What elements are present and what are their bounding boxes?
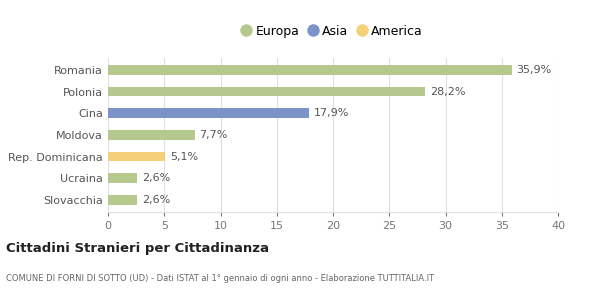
Bar: [108, 173, 137, 183]
Bar: [108, 108, 310, 118]
Text: 7,7%: 7,7%: [199, 130, 227, 140]
Text: COMUNE DI FORNI DI SOTTO (UD) - Dati ISTAT al 1° gennaio di ogni anno - Elaboraz: COMUNE DI FORNI DI SOTTO (UD) - Dati IST…: [6, 274, 434, 283]
Text: 17,9%: 17,9%: [314, 108, 349, 118]
Bar: [108, 65, 512, 75]
Legend: Europa, Asia, America: Europa, Asia, America: [239, 21, 427, 42]
Text: 2,6%: 2,6%: [142, 195, 170, 205]
Text: Cittadini Stranieri per Cittadinanza: Cittadini Stranieri per Cittadinanza: [6, 242, 269, 255]
Bar: [108, 130, 194, 140]
Bar: [108, 87, 425, 96]
Text: 35,9%: 35,9%: [517, 65, 551, 75]
Text: 2,6%: 2,6%: [142, 173, 170, 183]
Bar: [108, 195, 137, 205]
Bar: [108, 152, 166, 162]
Text: 5,1%: 5,1%: [170, 151, 198, 162]
Text: 28,2%: 28,2%: [430, 86, 465, 97]
